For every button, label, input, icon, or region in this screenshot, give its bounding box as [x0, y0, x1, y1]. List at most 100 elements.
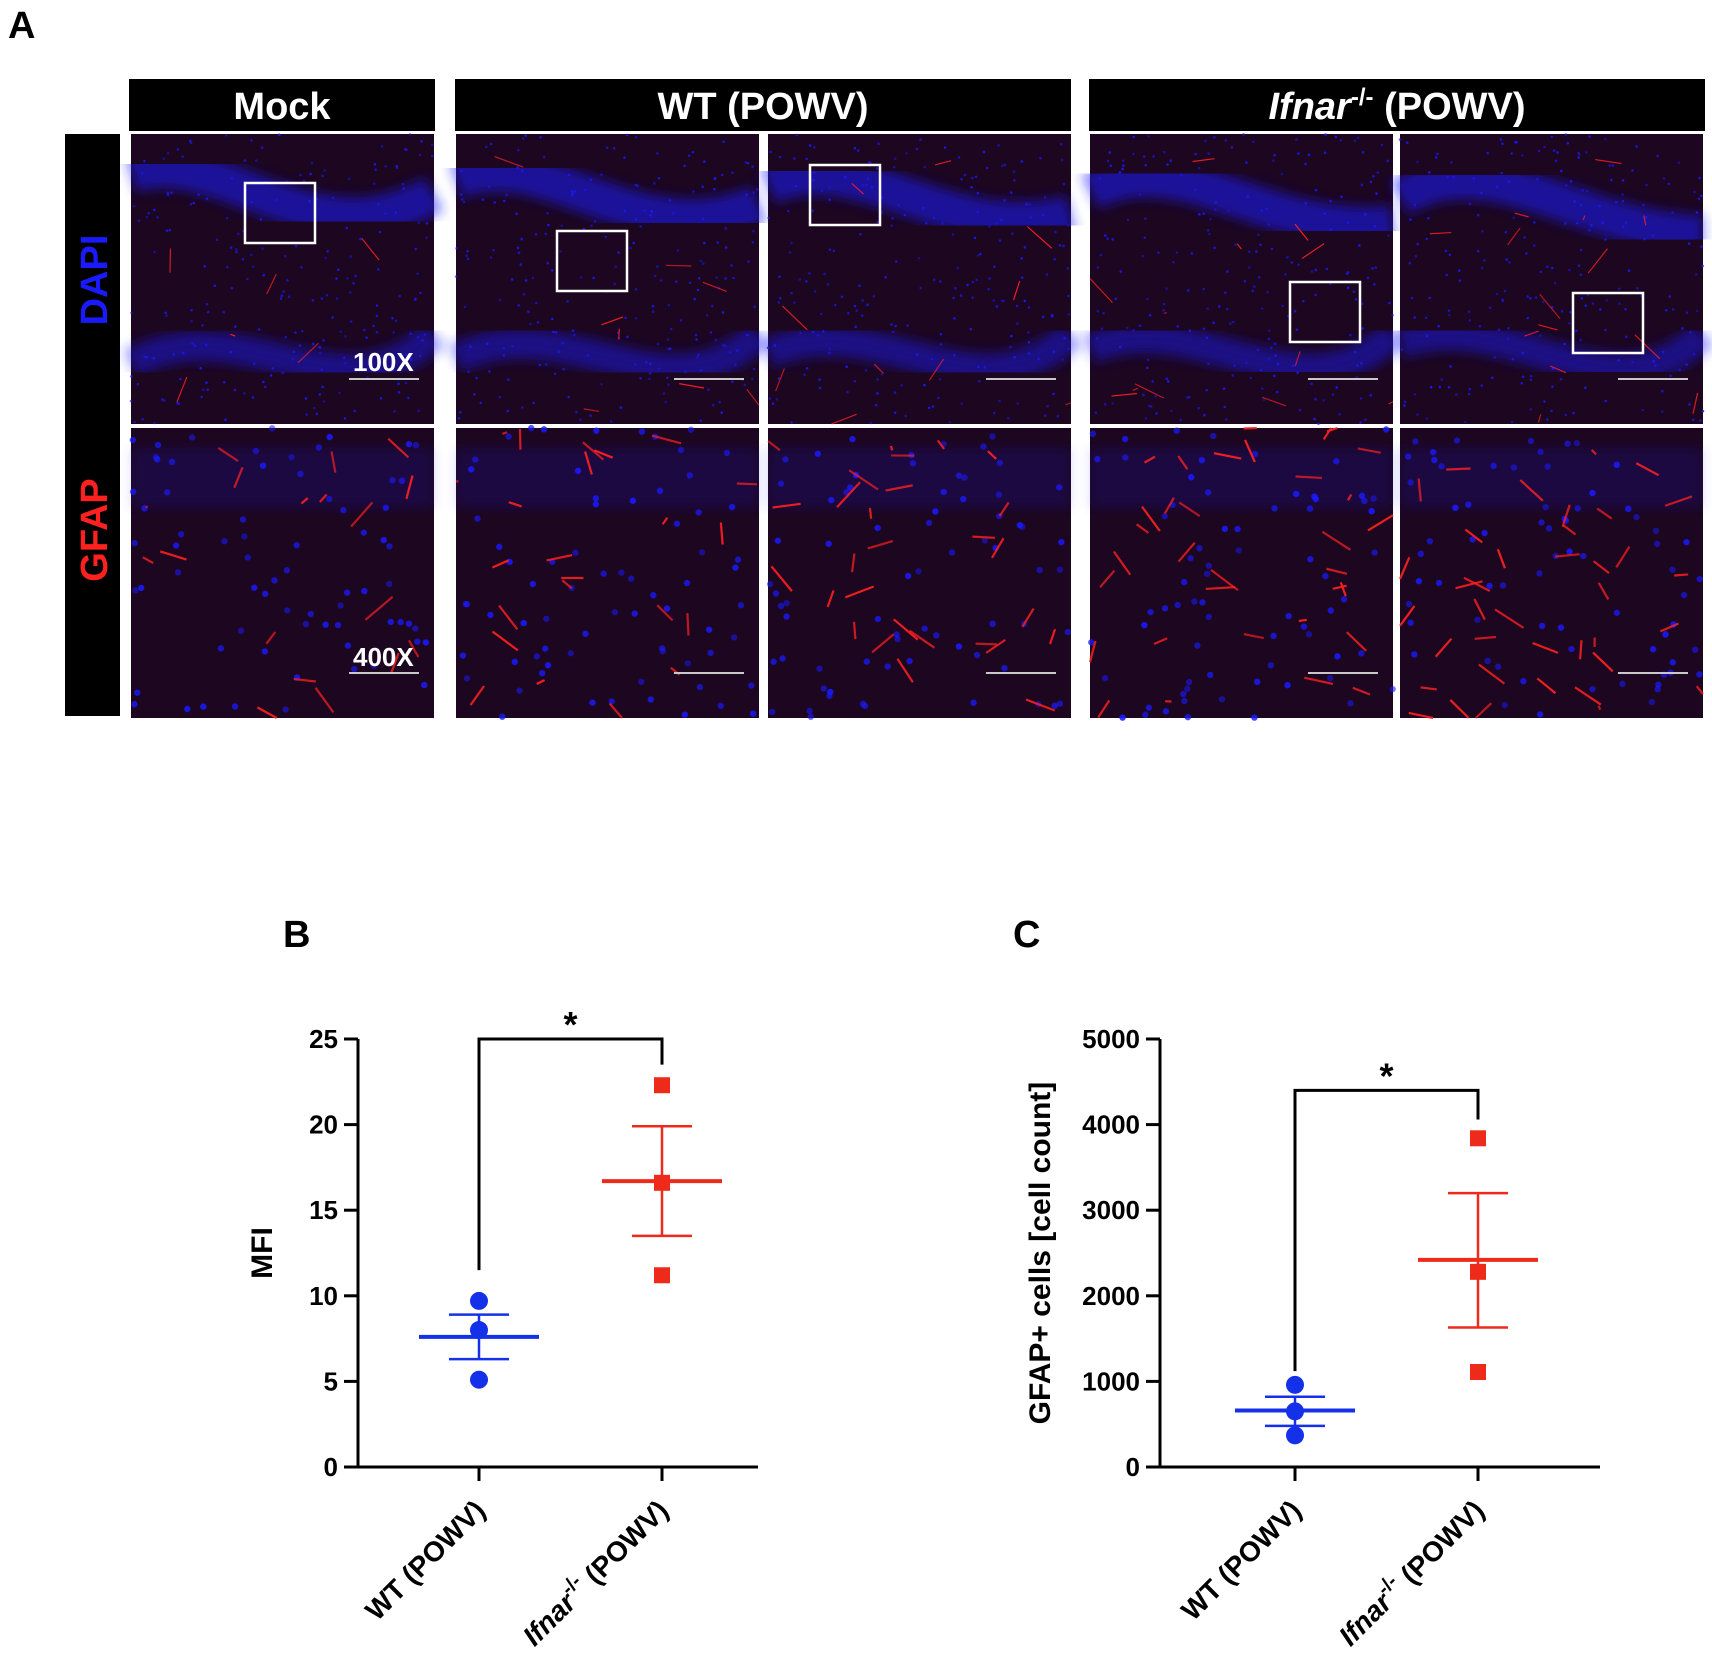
nucleus: [359, 237, 362, 241]
nucleus: [1204, 489, 1212, 496]
gfap-fibre: [1634, 334, 1661, 360]
nucleus: [1270, 247, 1274, 251]
nucleus: [995, 305, 999, 308]
nucleus: [1208, 217, 1212, 221]
gfap-fibre: [1025, 698, 1056, 712]
nucleus: [156, 216, 159, 219]
nucleus: [1334, 653, 1341, 660]
nucleus: [376, 268, 380, 271]
nucleus: [459, 652, 467, 659]
nucleus: [1669, 659, 1677, 666]
nucleus: [1234, 243, 1237, 247]
nucleus: [1058, 244, 1062, 247]
nucleus: [1521, 154, 1524, 157]
nucleus: [1366, 276, 1370, 280]
nucleus: [995, 222, 999, 225]
nucleus: [284, 335, 288, 339]
nucleus: [820, 685, 828, 692]
gfap-fibre: [1417, 478, 1422, 502]
nucleus: [744, 161, 748, 164]
nucleus: [1121, 159, 1125, 162]
nucleus: [847, 484, 854, 491]
nucleus: [1119, 270, 1123, 273]
nucleus: [1372, 174, 1375, 178]
nucleus: [345, 226, 349, 230]
gfap-fibre: [1303, 676, 1334, 685]
nucleus: [679, 319, 683, 322]
nucleus: [683, 164, 686, 168]
nucleus: [145, 355, 149, 359]
nucleus: [378, 230, 382, 234]
nucleus: [1126, 326, 1129, 330]
nucleus: [627, 575, 635, 582]
nucleus: [1267, 357, 1271, 360]
nucleus: [1444, 249, 1448, 253]
gfap-fibre: [1089, 278, 1113, 304]
nucleus: [1304, 162, 1307, 166]
nucleus: [1410, 296, 1414, 300]
gfap-fibre: [1346, 631, 1367, 652]
nucleus: [524, 134, 527, 137]
nucleus: [1573, 439, 1581, 447]
x-category-label: Ifnar-/- (POWV): [514, 1491, 674, 1651]
gfap-fibre: [1473, 598, 1486, 621]
nucleus: [201, 388, 205, 392]
nucleus: [1625, 505, 1632, 513]
nucleus: [668, 347, 672, 351]
nucleus: [659, 279, 663, 282]
nucleus: [206, 388, 210, 391]
nucleus: [951, 233, 955, 236]
nucleus: [472, 456, 479, 463]
nucleus: [1306, 505, 1314, 512]
nucleus: [205, 302, 209, 306]
nucleus: [1020, 257, 1024, 260]
nucleus: [342, 356, 346, 360]
nucleus: [534, 301, 538, 305]
nucleus: [941, 221, 944, 225]
nucleus: [1661, 389, 1664, 393]
nucleus: [1575, 329, 1578, 332]
nucleus: [1234, 525, 1241, 533]
nucleus: [1685, 363, 1688, 366]
nucleus: [1233, 364, 1236, 368]
nucleus: [1589, 489, 1596, 497]
nucleus: [906, 657, 913, 665]
nucleus: [631, 610, 638, 617]
nucleus: [1573, 200, 1576, 203]
nucleus: [695, 509, 702, 516]
nucleus: [1016, 402, 1020, 405]
nucleus: [589, 178, 593, 182]
nucleus: [790, 241, 793, 245]
nucleus: [1027, 306, 1031, 309]
nucleus: [414, 638, 421, 645]
nucleus: [479, 401, 483, 405]
nucleus: [600, 383, 603, 386]
nucleus: [1478, 324, 1482, 328]
nucleus: [683, 370, 687, 374]
nucleus: [536, 320, 540, 324]
nucleus: [632, 241, 635, 245]
nucleus: [1118, 345, 1122, 349]
micrograph-tile: [1088, 426, 1396, 721]
nucleus: [1272, 374, 1276, 378]
y-tick-label: 20: [309, 1110, 338, 1140]
nucleus: [1210, 432, 1217, 440]
nucleus: [1172, 260, 1175, 264]
nucleus: [380, 536, 387, 544]
nucleus: [1636, 287, 1639, 290]
nucleus: [1051, 314, 1054, 318]
nucleus: [1480, 191, 1483, 195]
nucleus: [1687, 242, 1691, 245]
nucleus: [1480, 384, 1484, 387]
nucleus: [771, 402, 775, 406]
nucleus: [217, 645, 225, 652]
nucleus: [813, 290, 817, 293]
nucleus: [709, 331, 713, 334]
nucleus: [249, 253, 253, 257]
nucleus: [321, 385, 324, 389]
nucleus: [1413, 392, 1417, 396]
nucleus: [1001, 164, 1004, 168]
nucleus: [505, 193, 508, 197]
nucleus: [1405, 600, 1413, 608]
nucleus: [1431, 456, 1438, 464]
